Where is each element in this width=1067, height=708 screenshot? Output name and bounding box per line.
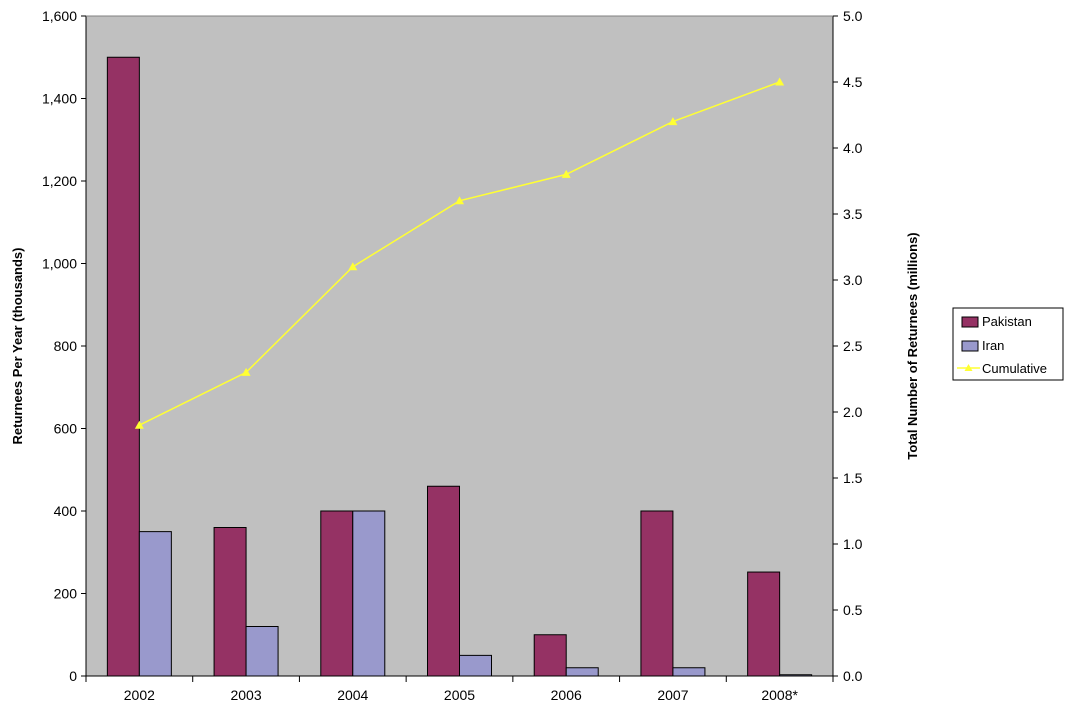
marker-cumulative-2007 <box>668 117 678 126</box>
legend-label-cumulative: Cumulative <box>982 361 1047 376</box>
right-axis-tick-label: 4.0 <box>843 140 863 156</box>
right-axis-tick-label: 4.5 <box>843 74 863 90</box>
legend: Pakistan Iran Cumulative <box>952 307 1064 381</box>
bar-iran-2002 <box>138 531 172 677</box>
x-axis-tick-label: 2006 <box>551 687 582 703</box>
bar-pakistan-2004 <box>320 510 354 677</box>
right-axis-tick-label: 2.0 <box>843 404 863 420</box>
left-axis-tick-label: 600 <box>54 421 78 437</box>
bar-pakistan-2007 <box>640 510 674 677</box>
marker-cumulative-2008 <box>775 77 785 86</box>
bar-iran-2005 <box>459 654 492 677</box>
left-axis-tick-label: 1,400 <box>42 91 77 107</box>
right-axis-tick-label: 0.0 <box>843 668 863 684</box>
bar-pakistan-2003 <box>213 527 247 677</box>
x-axis-tick-label: 2003 <box>230 687 261 703</box>
bar-iran-2007 <box>672 667 706 677</box>
left-axis-tick-label: 200 <box>54 586 78 602</box>
bar-pakistan-2006 <box>533 634 567 677</box>
legend-marker-cumulative <box>964 364 973 371</box>
right-axis-title: Total Number of Returnees (millions) <box>905 232 920 459</box>
x-axis-tick-label: 2007 <box>657 687 688 703</box>
bars-layer <box>106 56 813 677</box>
left-axis-tick-label: 1,600 <box>42 8 77 24</box>
marker-cumulative-2006 <box>561 169 571 178</box>
right-axis-tick-label: 3.0 <box>843 272 863 288</box>
right-axis-tick-label: 1.0 <box>843 536 863 552</box>
right-axis-tick-label: 1.5 <box>843 470 863 486</box>
right-axis-tick-label: 0.5 <box>843 602 863 618</box>
legend-label-pakistan: Pakistan <box>982 314 1032 329</box>
x-axis-tick-label: 2005 <box>444 687 475 703</box>
marker-cumulative-2004 <box>348 262 358 271</box>
bar-iran-2004 <box>352 510 386 677</box>
left-axis-tick-label: 400 <box>54 503 78 519</box>
x-axis-tick-label: 2008* <box>761 687 798 703</box>
bar-pakistan-2002 <box>106 56 140 677</box>
bar-pakistan-2005 <box>427 485 460 677</box>
axes-layer: 0 200 400 600 800 1,000 1,200 1,400 1,600 0.0 0.5 1… <box>42 8 863 703</box>
right-axis-tick-label: 2.5 <box>843 338 863 354</box>
legend-swatch-pakistan <box>961 316 979 328</box>
left-axis-tick-label: 0 <box>69 668 77 684</box>
left-axis-tick-label: 800 <box>54 338 78 354</box>
legend-label-iran: Iran <box>982 338 1004 353</box>
marker-cumulative-2002 <box>134 420 144 429</box>
marker-cumulative-2005 <box>455 196 464 205</box>
left-axis-tick-label: 1,200 <box>42 173 77 189</box>
x-axis-tick-label: 2004 <box>337 687 368 703</box>
bar-iran-2003 <box>245 626 279 677</box>
left-axis-title: Returnees Per Year (thousands) <box>10 248 25 445</box>
bar-pakistan-2008 <box>747 571 781 677</box>
line-layer <box>134 77 785 429</box>
legend-swatch-iran <box>961 340 979 352</box>
left-axis-tick-label: 1,000 <box>42 256 77 272</box>
marker-cumulative-2003 <box>241 367 251 376</box>
right-axis-tick-label: 3.5 <box>843 206 863 222</box>
right-axis-tick-label: 5.0 <box>843 8 863 24</box>
x-axis-tick-label: 2002 <box>124 687 155 703</box>
bar-iran-2006 <box>565 667 599 677</box>
